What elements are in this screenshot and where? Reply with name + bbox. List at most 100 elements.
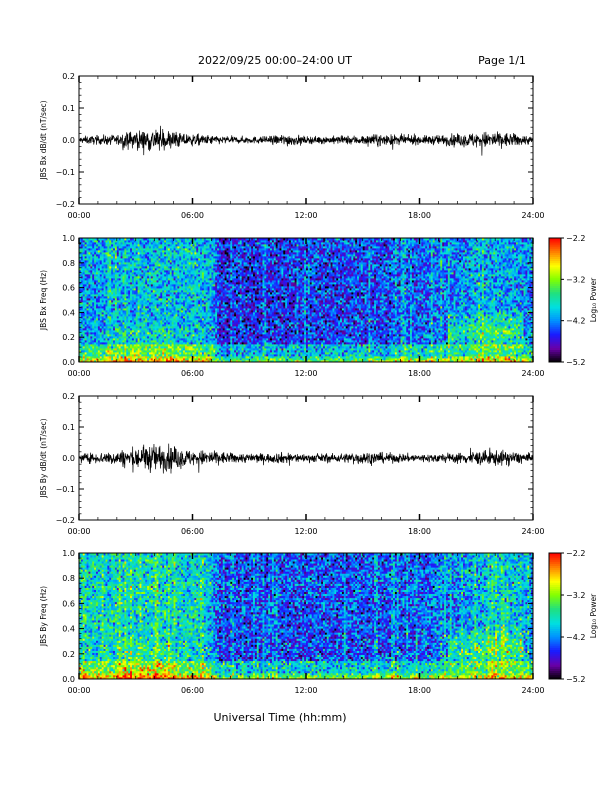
spectrogram-cell bbox=[99, 354, 103, 357]
spectrogram-cell bbox=[88, 290, 91, 293]
spectrogram-cell bbox=[94, 314, 97, 317]
spectrogram-cell bbox=[86, 328, 89, 331]
spectrogram-cell bbox=[99, 248, 103, 251]
spectrogram-cell bbox=[94, 310, 97, 313]
spectrogram-cell bbox=[80, 342, 84, 345]
spectrogram-cell bbox=[107, 314, 110, 317]
spectrogram-cell bbox=[92, 272, 95, 275]
spectrogram-cell bbox=[90, 334, 93, 337]
spectrogram-cell bbox=[86, 240, 89, 243]
spectrogram-cell bbox=[99, 324, 103, 327]
spectrogram-cell bbox=[105, 348, 108, 351]
spectrogram-cell bbox=[109, 246, 112, 249]
spectrogram-cell bbox=[122, 274, 125, 277]
spectrogram-cell bbox=[99, 280, 103, 283]
spectrogram-cell bbox=[107, 328, 110, 331]
spectrogram-cell bbox=[116, 286, 120, 289]
spectrogram-cell bbox=[90, 310, 93, 313]
spectrogram-cell bbox=[116, 240, 120, 243]
spectrogram-cell bbox=[109, 324, 112, 327]
spectrogram-cell bbox=[109, 308, 112, 311]
spectrogram-cell bbox=[113, 298, 116, 301]
spectrogram-cell bbox=[96, 282, 99, 285]
spectrogram-cell bbox=[122, 306, 125, 309]
spectrogram-cell bbox=[114, 258, 118, 261]
spectrogram-cell bbox=[105, 268, 108, 271]
spectrogram-cell bbox=[101, 280, 104, 283]
spectrogram-cell bbox=[80, 352, 84, 355]
spectrogram-cell bbox=[92, 322, 95, 325]
spectrogram-cell bbox=[88, 238, 91, 241]
spectrogram-cell bbox=[113, 278, 116, 281]
spectrogram-cell bbox=[111, 346, 114, 349]
spectrogram-cell bbox=[114, 348, 118, 351]
spectrogram-cell bbox=[96, 348, 99, 351]
spectrogram-cell bbox=[111, 276, 114, 279]
spectrogram-cell bbox=[94, 354, 97, 357]
spectrogram-cell bbox=[111, 340, 114, 343]
spectrogram-cell bbox=[107, 312, 110, 315]
spectrogram-cell bbox=[114, 270, 118, 273]
spectrogram-cell bbox=[114, 290, 118, 293]
spectrogram-cell bbox=[88, 254, 91, 257]
spectrogram-cell bbox=[90, 306, 93, 309]
spectrogram-cell bbox=[80, 304, 84, 307]
spectrogram-cell bbox=[86, 294, 89, 297]
spectrogram-cell bbox=[105, 252, 108, 255]
spectrogram-cell bbox=[111, 320, 114, 323]
spectrogram-cell bbox=[113, 238, 116, 241]
spectrogram-cell bbox=[113, 354, 116, 357]
spectrogram-cell bbox=[82, 348, 86, 351]
spectrogram-cell bbox=[118, 322, 122, 325]
spectrogram-cell bbox=[80, 292, 84, 295]
spectrogram-cell bbox=[97, 360, 101, 363]
spectrogram-cell bbox=[96, 294, 99, 297]
spectrogram-cell bbox=[122, 358, 125, 361]
spectrogram-cell bbox=[92, 352, 95, 355]
spectrogram-cell bbox=[105, 294, 108, 297]
spectrogram-cell bbox=[86, 268, 89, 271]
spectrogram-cell bbox=[113, 328, 116, 331]
spectrogram-cell bbox=[103, 294, 106, 297]
spectrogram-cell bbox=[111, 316, 114, 319]
spectrogram-cell bbox=[120, 260, 123, 263]
spectrogram-cell bbox=[120, 282, 123, 285]
spectrogram-cell bbox=[79, 248, 82, 251]
spectrogram-cell bbox=[109, 250, 112, 253]
spectrogram-cell bbox=[80, 272, 84, 275]
spectrogram-cell bbox=[94, 328, 97, 331]
spectrogram-cell bbox=[84, 292, 87, 295]
spectrogram-cell bbox=[116, 282, 120, 285]
spectrogram-cell bbox=[94, 360, 97, 363]
spectrogram-cell bbox=[107, 260, 110, 263]
spectrogram-cell bbox=[80, 248, 84, 251]
spectrogram-cell bbox=[118, 240, 122, 243]
spectrogram-cell bbox=[88, 318, 91, 321]
spectrogram-cell bbox=[80, 258, 84, 261]
spectrogram-cell bbox=[82, 332, 86, 335]
spectrogram-cell bbox=[101, 256, 104, 259]
spectrogram-cell bbox=[107, 344, 110, 347]
spectrogram-cell bbox=[122, 308, 125, 311]
spectrogram-cell bbox=[109, 252, 112, 255]
spectrogram-cell bbox=[84, 344, 87, 347]
spectrogram-cell bbox=[82, 342, 86, 345]
spectrogram-cell bbox=[116, 350, 120, 353]
spectrogram-cell bbox=[101, 354, 104, 357]
spectrogram-cell bbox=[118, 274, 122, 277]
spectrogram-cell bbox=[116, 238, 120, 241]
spectrogram-cell bbox=[118, 272, 122, 275]
spectrogram-cell bbox=[122, 254, 125, 257]
spectrogram-cell bbox=[96, 330, 99, 333]
spectrogram-cell bbox=[122, 252, 125, 255]
spectrogram-cell bbox=[90, 320, 93, 323]
spectrogram-cell bbox=[109, 258, 112, 261]
spectrogram-cell bbox=[97, 268, 101, 271]
spectrogram-cell bbox=[94, 268, 97, 271]
spectrogram-cell bbox=[92, 330, 95, 333]
spectrogram-cell bbox=[99, 326, 103, 329]
spectrogram-cell bbox=[88, 246, 91, 249]
spectrogram-cell bbox=[114, 244, 118, 247]
spectrogram-cell bbox=[101, 332, 104, 335]
spectrogram-cell bbox=[107, 300, 110, 303]
